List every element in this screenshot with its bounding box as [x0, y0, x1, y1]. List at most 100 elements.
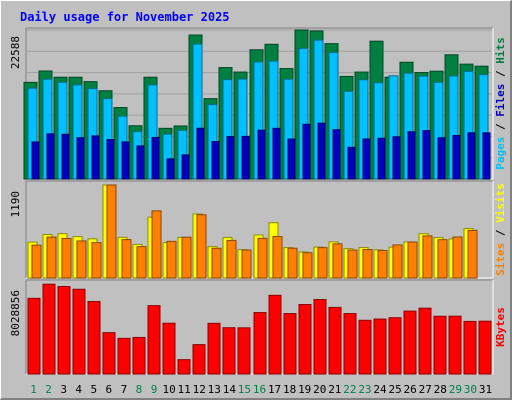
day-label: 14 [223, 383, 237, 396]
bar-pages-day-22 [347, 146, 356, 180]
legend-separator: / [494, 64, 507, 84]
bar-sites-day-5 [91, 242, 102, 279]
bar-sites-day-29 [452, 236, 463, 279]
day-label: 22 [343, 383, 356, 396]
bar-pages-day-28 [437, 137, 446, 180]
bar-pages-day-21 [332, 129, 341, 180]
bar-pages-day-11 [181, 154, 190, 180]
day-label: 7 [121, 383, 128, 396]
day-label: 17 [268, 383, 281, 396]
day-label: 18 [283, 383, 296, 396]
bar-pages-day-16 [257, 129, 266, 180]
bar-pages-day-14 [226, 136, 235, 180]
bar-sites-day-4 [76, 240, 87, 279]
bar-pages-day-2 [46, 133, 55, 180]
bar-sites-day-9 [151, 210, 162, 279]
bar-kbytes-day-2 [42, 283, 56, 375]
bar-kbytes-day-3 [57, 286, 71, 375]
bar-sites-day-27 [422, 235, 433, 279]
bar-kbytes-day-19 [298, 304, 312, 375]
bar-kbytes-day-20 [313, 299, 327, 375]
bar-sites-day-22 [347, 249, 358, 279]
bar-kbytes-day-18 [283, 313, 297, 375]
legend-separator: / [494, 223, 507, 243]
bar-pages-day-1 [31, 141, 40, 180]
series-legend: Pages / Files / Hits [494, 37, 507, 170]
bar-pages-day-24 [377, 137, 386, 180]
bar-pages-day-7 [121, 141, 130, 180]
bar-pages-day-19 [302, 123, 311, 180]
bar-kbytes-day-10 [162, 322, 176, 375]
bar-sites-day-26 [407, 241, 418, 279]
bar-kbytes-day-21 [328, 306, 342, 375]
day-label: 4 [75, 383, 82, 396]
bar-pages-day-4 [76, 137, 85, 180]
bar-pages-day-29 [452, 134, 461, 180]
day-label: 25 [388, 383, 401, 396]
bar-kbytes-day-25 [388, 317, 402, 375]
bar-sites-day-7 [121, 239, 132, 279]
bar-sites-day-12 [196, 214, 207, 279]
bar-pages-day-3 [61, 133, 70, 180]
day-label: 20 [313, 383, 326, 396]
legend-separator: / [494, 117, 507, 137]
legend-entry: Sites [494, 243, 507, 276]
legend-entry: Visits [494, 183, 507, 223]
bar-pages-day-5 [91, 135, 100, 180]
bar-kbytes-day-13 [207, 322, 221, 375]
day-label: 16 [253, 383, 266, 396]
chart-bars [23, 29, 492, 375]
y-max-label: 22588 [9, 36, 22, 69]
bar-sites-day-18 [287, 247, 298, 279]
day-label: 13 [208, 383, 221, 396]
bar-kbytes-day-17 [268, 294, 282, 375]
chart-title: Daily usage for November 2025 [20, 10, 230, 24]
series-legend: KBytes [494, 307, 507, 347]
bar-kbytes-day-11 [177, 359, 191, 375]
bar-kbytes-day-26 [403, 310, 417, 375]
bar-pages-day-12 [196, 127, 205, 180]
day-label: 26 [404, 383, 417, 396]
day-label: 11 [178, 383, 191, 396]
bar-pages-day-20 [317, 122, 326, 180]
bar-sites-day-1 [31, 244, 42, 279]
day-label: 28 [434, 383, 447, 396]
bar-kbytes-day-14 [222, 327, 236, 375]
y-max-label: 8028856 [9, 290, 22, 336]
bar-pages-day-13 [211, 141, 220, 180]
day-label: 1 [30, 383, 37, 396]
legend-entry: Hits [494, 37, 507, 64]
bar-sites-day-30 [467, 229, 478, 279]
legend-entry: Pages [494, 137, 507, 170]
bar-sites-day-23 [362, 249, 373, 279]
day-label: 15 [238, 383, 251, 396]
bar-sites-day-14 [226, 239, 237, 279]
day-label: 27 [419, 383, 432, 396]
bar-kbytes-day-31 [478, 320, 492, 375]
bar-pages-day-17 [272, 127, 281, 180]
bar-kbytes-day-28 [433, 315, 447, 375]
series-legend: Sites / Visits [494, 183, 507, 276]
bar-kbytes-day-9 [147, 305, 161, 375]
bar-kbytes-day-23 [358, 319, 372, 375]
day-label: 2 [45, 383, 52, 396]
bar-kbytes-day-7 [117, 337, 131, 375]
bar-kbytes-day-29 [448, 315, 462, 375]
day-label: 8 [136, 383, 143, 396]
bar-pages-day-27 [422, 130, 431, 180]
chart-labels: 22588 Pages / Files / Hits 1190 Sites / Vis… [9, 36, 507, 396]
day-label: 24 [373, 383, 387, 396]
bar-kbytes-day-24 [373, 318, 387, 375]
bar-pages-day-15 [241, 135, 250, 180]
bar-kbytes-day-27 [418, 307, 432, 375]
bar-sites-day-15 [241, 249, 252, 279]
day-label: 10 [162, 383, 175, 396]
bar-kbytes-day-16 [253, 312, 267, 375]
bar-pages-day-8 [136, 145, 145, 180]
bar-sites-day-13 [211, 247, 222, 279]
day-label: 30 [464, 383, 477, 396]
y-max-label: 1190 [9, 191, 22, 218]
bar-kbytes-day-22 [343, 313, 357, 375]
